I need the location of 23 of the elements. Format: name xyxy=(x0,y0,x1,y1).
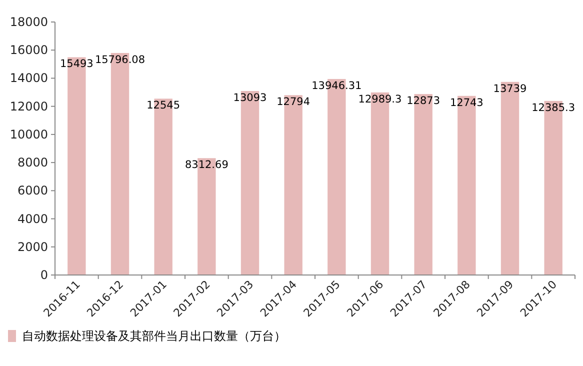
y-tick-label: 6000 xyxy=(17,184,48,198)
data-label: 13946.31 xyxy=(312,80,362,92)
data-label: 15796.08 xyxy=(94,54,146,66)
y-tick-label: 8000 xyxy=(17,156,48,170)
y-tick-label: 10000 xyxy=(10,127,48,142)
data-label: 8312.69 xyxy=(184,159,228,172)
data-label: 12385.3 xyxy=(532,102,576,114)
data-label: 13739 xyxy=(493,82,527,95)
y-tick-label: 2000 xyxy=(17,240,48,254)
data-label: 15493 xyxy=(60,58,94,70)
y-tick-label: 0 xyxy=(40,268,48,282)
data-label: 13093 xyxy=(233,92,267,104)
y-tick-label: 4000 xyxy=(17,212,48,226)
y-tick-label: 14000 xyxy=(10,71,48,86)
data-label: 12743 xyxy=(450,96,484,109)
y-tick-label: 12000 xyxy=(10,99,48,114)
y-tick-label: 18000 xyxy=(10,15,48,29)
data-label: 12794 xyxy=(276,96,310,108)
legend-label: 自动数据处理设备及其部件当月出口数量（万台） xyxy=(22,329,286,343)
y-tick-label: 16000 xyxy=(10,43,48,58)
data-label: 12873 xyxy=(406,95,440,108)
data-label: 12989.3 xyxy=(358,93,402,106)
data-label: 12545 xyxy=(146,100,180,112)
